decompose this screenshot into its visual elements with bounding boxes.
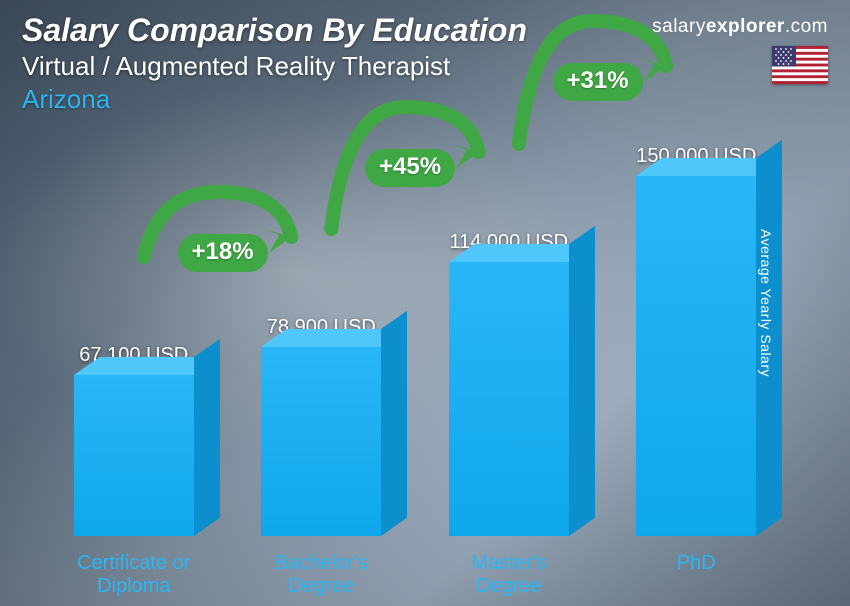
salary-chart: 67,100 USD78,900 USD114,000 USD150,000 U… — [40, 120, 790, 536]
increase-arrows — [40, 60, 790, 476]
brand-tld: .com — [785, 16, 828, 37]
y-axis-label: Average Yearly Salary — [758, 229, 774, 377]
x-label-1: Bachelor'sDegree — [241, 552, 401, 598]
brand-name-light: salary — [652, 16, 706, 37]
x-axis-labels: Certificate orDiploma Bachelor'sDegree Mas… — [40, 552, 790, 598]
brand-name-bold: explorer — [706, 16, 785, 37]
x-label-2: Master'sDegree — [429, 552, 589, 598]
brand-name: salaryexplorer.com — [652, 16, 828, 38]
increase-pct-2: +31% — [553, 63, 643, 101]
increase-pct-0: +18% — [178, 234, 268, 272]
x-label-0: Certificate orDiploma — [54, 552, 214, 598]
x-label-3: PhD — [616, 552, 776, 598]
increase-pct-1: +45% — [365, 149, 455, 187]
